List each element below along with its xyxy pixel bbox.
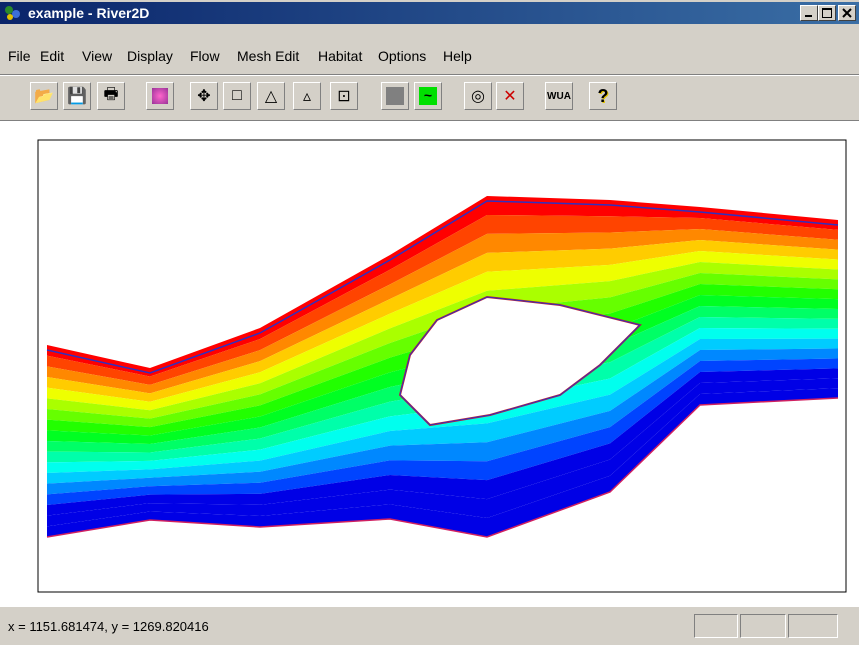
menu-item[interactable]: Edit	[40, 48, 65, 64]
contour-band	[47, 196, 838, 377]
island-outline	[399, 296, 641, 426]
contour-band	[47, 358, 838, 505]
status-bar	[0, 606, 859, 645]
contour-band	[47, 214, 838, 385]
menu-item[interactable]: View	[82, 48, 113, 64]
contour-band	[47, 368, 838, 516]
menu-item[interactable]: Flow	[190, 48, 220, 64]
menu-item[interactable]: Habitat	[318, 48, 363, 64]
menu-item[interactable]: Display	[127, 48, 173, 64]
toolbar-button[interactable]: ?	[589, 82, 617, 110]
toolbar-button[interactable]: □	[223, 82, 251, 110]
close-button[interactable]	[838, 5, 856, 21]
menu-item[interactable]: Mesh Edit	[237, 48, 300, 64]
contour-band	[47, 348, 838, 495]
toolbar-button[interactable]: 🖶	[97, 82, 125, 110]
toolbar-button[interactable]: △	[257, 82, 285, 110]
window-title: example - River2D	[28, 5, 150, 21]
toolbar-button[interactable]: WUA	[545, 82, 573, 110]
toolbar-button[interactable]	[381, 82, 409, 110]
menu-item[interactable]: File	[8, 48, 31, 64]
separator	[0, 120, 859, 122]
status-pane	[694, 614, 738, 638]
toolbar-button[interactable]: ✕	[496, 82, 524, 110]
title-bar: example - River2D	[0, 2, 859, 24]
toolbar-button[interactable]	[146, 82, 174, 110]
toolbar-button[interactable]: ◎	[464, 82, 492, 110]
status-pane	[740, 614, 786, 638]
top-boundary	[46, 200, 839, 374]
status-pane	[788, 614, 838, 638]
contour-band	[47, 388, 838, 537]
canvas	[0, 122, 859, 606]
contour-band	[47, 317, 838, 463]
toolbar-button[interactable]: ~	[414, 82, 442, 110]
plot-frame	[37, 139, 847, 593]
contour-band	[47, 229, 838, 394]
toolbar-button[interactable]: ✥	[190, 82, 218, 110]
toolbar-button[interactable]: 💾	[63, 82, 91, 110]
toolbar-button[interactable]: ⊡	[330, 82, 358, 110]
maximize-button[interactable]	[818, 5, 836, 21]
menu-item[interactable]: Options	[378, 48, 427, 64]
contour-band	[47, 378, 838, 527]
minimize-button[interactable]	[800, 5, 818, 21]
app-icon	[5, 6, 20, 20]
bottom-boundary	[46, 397, 839, 538]
separator	[0, 74, 859, 76]
toolbar-button[interactable]: 📂	[30, 82, 58, 110]
toolbar-button[interactable]: ▵	[293, 82, 321, 110]
contour-band	[47, 328, 838, 473]
status-text: x = 1151.681474, y = 1269.820416	[8, 619, 209, 634]
menu-item[interactable]: Help	[443, 48, 472, 64]
